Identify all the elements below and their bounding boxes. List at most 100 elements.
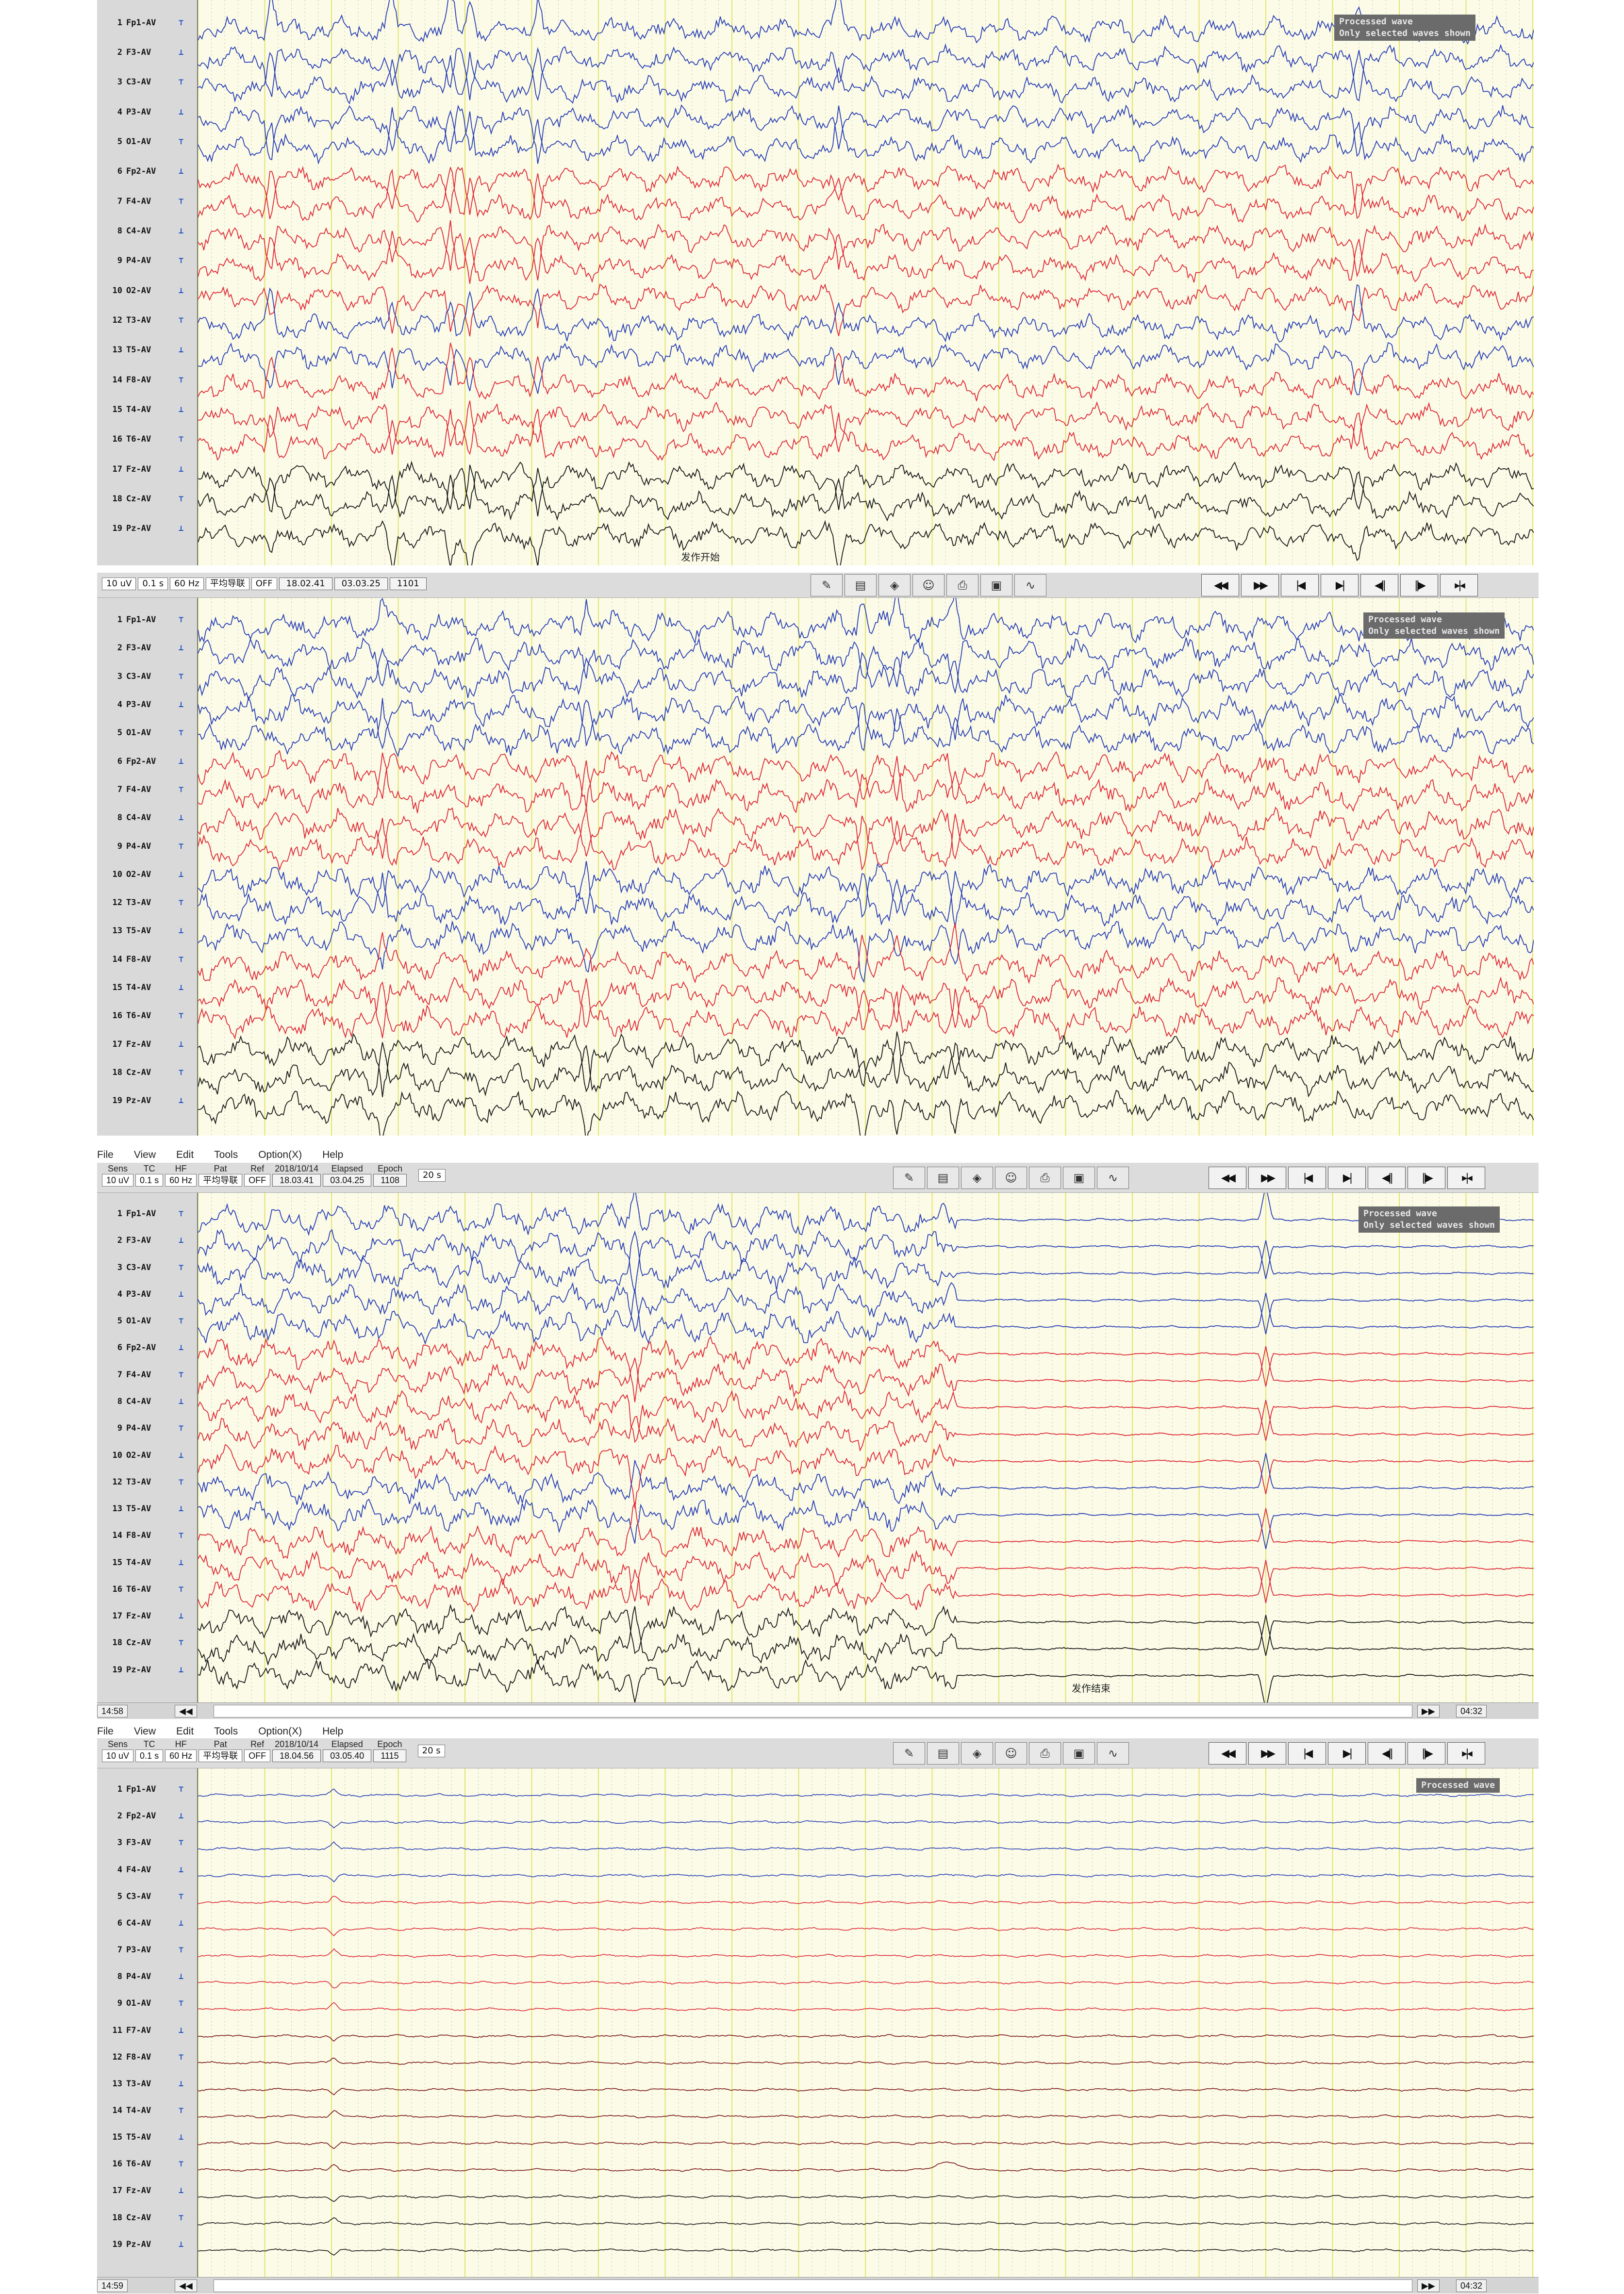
- channel-label[interactable]: 15 T4-AV ⊥: [97, 983, 197, 992]
- expand-icon[interactable]: ▸|◂: [1447, 1742, 1485, 1765]
- channel-label[interactable]: 15 T5-AV ⊥: [97, 2132, 197, 2142]
- channel-label[interactable]: 14 T4-AV ⊤: [97, 2106, 197, 2115]
- channel-label[interactable]: 17 Fz-AV ⊥: [97, 464, 197, 474]
- pen-icon[interactable]: ✎: [811, 574, 843, 596]
- channel-label[interactable]: 3 C3-AV ⊤: [97, 1263, 197, 1272]
- channel-label[interactable]: 18 Cz-AV ⊤: [97, 494, 197, 504]
- hf-select[interactable]: 60 Hz: [165, 1749, 197, 1762]
- pat-select[interactable]: 平均导联: [205, 578, 249, 590]
- menu-edit[interactable]: Edit: [176, 1726, 194, 1737]
- channel-label[interactable]: 10 O2-AV ⊥: [97, 286, 197, 296]
- menu-edit[interactable]: Edit: [176, 1149, 194, 1160]
- scroll-left-button[interactable]: ◀◀: [175, 1705, 197, 1717]
- channel-label[interactable]: 19 Pz-AV ⊥: [97, 2240, 197, 2249]
- channel-label[interactable]: 13 T3-AV ⊥: [97, 2079, 197, 2089]
- channel-label[interactable]: 13 T5-AV ⊥: [97, 926, 197, 936]
- channel-label[interactable]: 7 F4-AV ⊤: [97, 197, 197, 206]
- rewind-icon[interactable]: ◀◀: [1209, 1742, 1246, 1765]
- time-scrollbar[interactable]: [214, 2279, 1412, 2292]
- menu-view[interactable]: View: [133, 1149, 156, 1160]
- channel-label[interactable]: 1 Fp1-AV ⊤: [97, 18, 197, 28]
- channel-label[interactable]: 5 C3-AV ⊤: [97, 1892, 197, 1901]
- channel-label[interactable]: 15 T4-AV ⊥: [97, 405, 197, 414]
- time-scrollbar[interactable]: [214, 1705, 1412, 1717]
- channel-label[interactable]: 8 C4-AV ⊥: [97, 1397, 197, 1406]
- channel-label[interactable]: 11 F7-AV ⊥: [97, 2026, 197, 2035]
- channel-label[interactable]: 19 Pz-AV ⊥: [97, 1665, 197, 1675]
- channel-label[interactable]: 6 C4-AV ⊥: [97, 1918, 197, 1928]
- monitor-icon[interactable]: ▣: [1063, 1167, 1095, 1189]
- channel-label[interactable]: 6 Fp2-AV ⊥: [97, 1343, 197, 1353]
- rewind-icon[interactable]: ◀◀: [1209, 1167, 1246, 1189]
- forward-icon[interactable]: ▶▶: [1241, 574, 1279, 596]
- channel-label[interactable]: 7 F4-AV ⊤: [97, 1370, 197, 1380]
- forward-icon[interactable]: ▶▶: [1248, 1742, 1286, 1765]
- hf-select[interactable]: 60 Hz: [165, 1174, 197, 1187]
- channel-label[interactable]: 16 T6-AV ⊤: [97, 1011, 197, 1021]
- sens-select[interactable]: 10 uV: [102, 578, 136, 590]
- menu-help[interactable]: Help: [322, 1149, 344, 1160]
- ref-select[interactable]: OFF: [244, 1749, 271, 1762]
- channel-label[interactable]: 14 F8-AV ⊤: [97, 375, 197, 385]
- channel-label[interactable]: 8 C4-AV ⊥: [97, 813, 197, 823]
- channel-label[interactable]: 9 P4-AV ⊤: [97, 1423, 197, 1433]
- channel-label[interactable]: 2 F3-AV ⊥: [97, 48, 197, 57]
- last-icon[interactable]: ▶|: [1321, 574, 1359, 596]
- menu-help[interactable]: Help: [322, 1726, 344, 1737]
- channel-label[interactable]: 10 O2-AV ⊥: [97, 870, 197, 879]
- channel-label[interactable]: 1 Fp1-AV ⊤: [97, 1209, 197, 1219]
- wave-icon[interactable]: ∿: [1097, 1167, 1129, 1189]
- pen-icon[interactable]: ✎: [893, 1167, 925, 1189]
- person-icon[interactable]: ☺: [995, 1742, 1027, 1765]
- channel-label[interactable]: 6 Fp2-AV ⊥: [97, 757, 197, 766]
- menu-file[interactable]: File: [97, 1149, 114, 1160]
- channel-label[interactable]: 1 Fp1-AV ⊤: [97, 615, 197, 625]
- wave-icon[interactable]: ∿: [1014, 574, 1046, 596]
- channel-label[interactable]: 18 Cz-AV ⊤: [97, 1068, 197, 1077]
- step-forward-icon[interactable]: ||▶: [1408, 1167, 1445, 1189]
- channel-label[interactable]: 14 F8-AV ⊤: [97, 955, 197, 964]
- channel-label[interactable]: 8 C4-AV ⊥: [97, 226, 197, 236]
- channel-label[interactable]: 18 Cz-AV ⊤: [97, 1638, 197, 1648]
- ref-select[interactable]: OFF: [251, 578, 277, 590]
- channel-label[interactable]: 2 F3-AV ⊥: [97, 1236, 197, 1245]
- channel-label[interactable]: 3 C3-AV ⊤: [97, 77, 197, 87]
- menu-tools[interactable]: Tools: [214, 1149, 238, 1160]
- tc-select[interactable]: 0.1 s: [138, 578, 168, 590]
- menu-view[interactable]: View: [133, 1726, 156, 1737]
- chart-icon[interactable]: ▤: [927, 1167, 959, 1189]
- hf-select[interactable]: 60 Hz: [170, 578, 204, 590]
- menu-tools[interactable]: Tools: [214, 1726, 238, 1737]
- channel-label[interactable]: 13 T5-AV ⊥: [97, 1504, 197, 1514]
- channel-label[interactable]: 16 T6-AV ⊤: [97, 1584, 197, 1594]
- channel-label[interactable]: 8 P4-AV ⊥: [97, 1972, 197, 1981]
- step-back-icon[interactable]: ◀||: [1368, 1742, 1406, 1765]
- channel-label[interactable]: 16 T6-AV ⊤: [97, 434, 197, 444]
- channel-label[interactable]: 17 Fz-AV ⊥: [97, 1611, 197, 1621]
- channel-label[interactable]: 15 T4-AV ⊥: [97, 1558, 197, 1568]
- step-forward-icon[interactable]: ||▶: [1400, 574, 1438, 596]
- channel-label[interactable]: 17 Fz-AV ⊥: [97, 1040, 197, 1049]
- channel-label[interactable]: 3 F3-AV ⊤: [97, 1838, 197, 1848]
- channel-label[interactable]: 14 F8-AV ⊤: [97, 1531, 197, 1540]
- step-forward-icon[interactable]: ||▶: [1408, 1742, 1445, 1765]
- channel-label[interactable]: 17 Fz-AV ⊥: [97, 2186, 197, 2195]
- channel-label[interactable]: 13 T5-AV ⊥: [97, 345, 197, 355]
- person-icon[interactable]: ☺: [912, 574, 945, 596]
- pen-icon[interactable]: ✎: [893, 1742, 925, 1765]
- page-length-select[interactable]: 20 s: [417, 1744, 445, 1757]
- printer-icon[interactable]: ⎙: [946, 574, 978, 596]
- chart-icon[interactable]: ▤: [845, 574, 877, 596]
- channel-label[interactable]: 12 F8-AV ⊤: [97, 2052, 197, 2062]
- channel-label[interactable]: 9 O1-AV ⊤: [97, 1998, 197, 2008]
- step-back-icon[interactable]: ◀||: [1360, 574, 1398, 596]
- scan-icon[interactable]: ◈: [961, 1167, 993, 1189]
- expand-icon[interactable]: ▸|◂: [1447, 1167, 1485, 1189]
- scroll-left-button[interactable]: ◀◀: [175, 2279, 197, 2292]
- sens-select[interactable]: 10 uV: [102, 1749, 134, 1762]
- channel-label[interactable]: 6 Fp2-AV ⊥: [97, 166, 197, 176]
- page-length-select[interactable]: 20 s: [418, 1169, 446, 1182]
- channel-label[interactable]: 18 Cz-AV ⊤: [97, 2213, 197, 2223]
- channel-label[interactable]: 3 C3-AV ⊤: [97, 672, 197, 681]
- channel-label[interactable]: 2 Fp2-AV ⊥: [97, 1811, 197, 1821]
